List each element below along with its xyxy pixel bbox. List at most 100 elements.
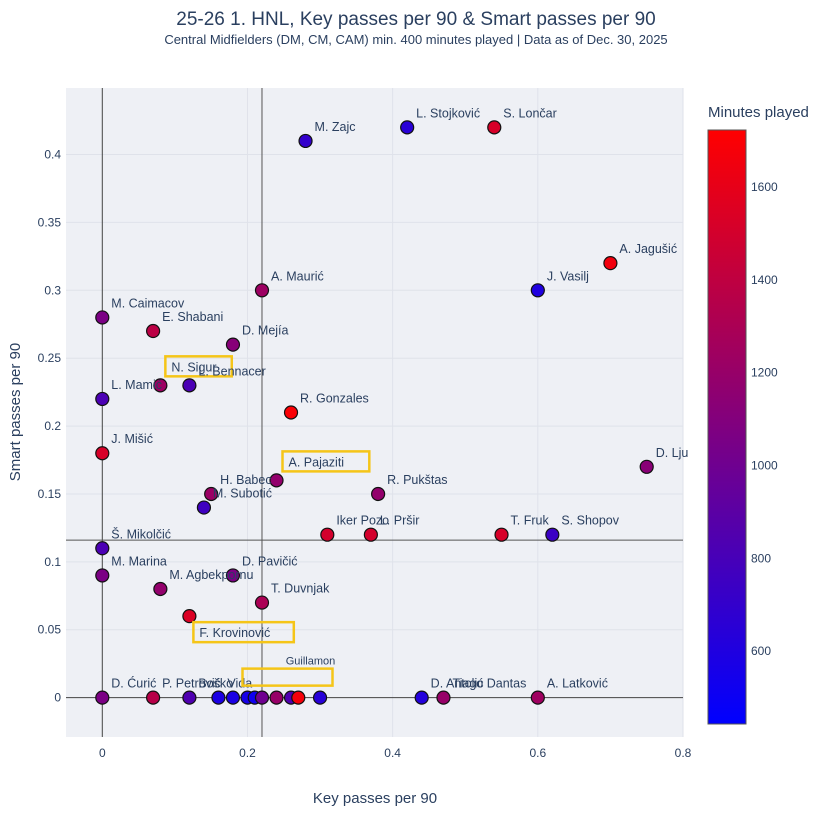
y-tick-label: 0.15	[38, 487, 62, 501]
highlight-label: Guillamon	[286, 656, 336, 668]
point-label: S. Lončar	[503, 106, 557, 120]
data-point	[291, 690, 306, 705]
data-point	[283, 405, 299, 420]
point-label: M. Subotić	[213, 487, 272, 501]
point-label: D. Antolić	[431, 677, 484, 691]
data-point	[254, 283, 270, 298]
data-point	[225, 690, 241, 705]
chart-title: 25-26 1. HNL, Key passes per 90 & Smart …	[176, 9, 656, 30]
data-point	[225, 337, 241, 352]
point-label: J. Vasilj	[547, 269, 589, 283]
data-point	[95, 310, 110, 325]
y-tick-label: 0.25	[38, 351, 62, 365]
x-tick-label: 0.4	[384, 746, 401, 760]
data-point	[225, 568, 241, 583]
point-label: E. Shabani	[162, 310, 223, 324]
data-point	[436, 690, 451, 705]
data-point	[95, 446, 110, 461]
y-tick-label: 0.1	[44, 555, 61, 569]
data-point	[204, 486, 219, 502]
data-point	[530, 283, 545, 298]
point-label: Boško	[198, 677, 233, 691]
data-point	[603, 256, 618, 271]
highlight-box	[164, 355, 234, 378]
highlight-label: F. Krovinović	[199, 626, 270, 640]
colorbar-tick-label: 1000	[751, 459, 778, 473]
data-point	[487, 120, 502, 135]
highlight-box	[281, 450, 371, 473]
point-label: R. Gonzales	[300, 392, 369, 406]
highlight-box	[192, 620, 296, 644]
point-label: D. Mejía	[242, 324, 289, 338]
colorbar: Minutes played 600 800 1000 1200 1400 1600	[707, 104, 809, 725]
highlight-label: N. Sigur	[171, 360, 216, 374]
point-label: D. Ćurić	[111, 676, 156, 691]
colorbar-tick-label: 600	[751, 644, 771, 658]
data-point	[414, 690, 429, 705]
data-point	[254, 690, 270, 705]
highlight-label: A. Pajaziti	[289, 455, 345, 469]
x-tick-label: 0.6	[529, 746, 546, 760]
data-point	[269, 690, 284, 705]
data-point	[298, 133, 313, 149]
data-point	[182, 609, 197, 624]
point-label: D. Lju	[656, 446, 689, 460]
colorbar-tick-label: 1200	[751, 366, 778, 380]
data-point	[371, 486, 386, 502]
point-label: T. Duvnjak	[271, 582, 330, 596]
data-point	[312, 690, 328, 705]
colorbar-gradient	[707, 129, 747, 725]
data-point	[95, 690, 110, 705]
point-label: L. Mamić	[111, 378, 162, 392]
y-tick-label: 0.2	[44, 419, 61, 433]
chart-subtitle: Central Midfielders (DM, CM, CAM) min. 4…	[164, 32, 668, 47]
point-label: Vida	[227, 677, 252, 691]
data-point	[146, 323, 161, 339]
data-point	[95, 391, 110, 407]
data-point	[363, 527, 378, 542]
point-label: A. Jagušić	[619, 242, 677, 256]
data-point	[196, 500, 212, 515]
data-point	[254, 595, 270, 610]
data-point	[182, 378, 197, 393]
colorbar-tick-label: 800	[751, 551, 771, 565]
point-label: P. Petrović	[162, 677, 221, 691]
y-tick-label: 0.4	[44, 148, 61, 162]
y-tick-label: 0.3	[44, 283, 61, 297]
point-label: M. Zajc	[315, 120, 356, 134]
x-tick-label: 0.8	[675, 746, 692, 760]
data-point	[269, 473, 284, 488]
point-label: A. Latković	[547, 677, 608, 691]
point-label: H. Babec	[220, 473, 271, 487]
data-point	[639, 459, 654, 474]
data-point	[211, 690, 226, 705]
point-label: T. Fruk	[511, 514, 550, 528]
highlight-box	[241, 667, 334, 687]
point-label: A. Maurić	[271, 269, 324, 283]
point-label: L. Stojković	[416, 106, 480, 120]
x-axis-title: Key passes per 90	[313, 790, 437, 807]
point-label: J. Mišić	[111, 432, 153, 446]
point-label: R. Pukštas	[387, 473, 447, 487]
data-point	[153, 581, 168, 597]
y-tick-label: 0.05	[38, 623, 62, 637]
y-axis-title: Smart passes per 90	[7, 343, 24, 481]
colorbar-tick-label: 1400	[751, 273, 778, 287]
data-point	[320, 527, 335, 542]
point-label: Š. Mikolčić	[111, 526, 171, 541]
data-point	[545, 527, 560, 542]
y-tick-label: 0.35	[38, 215, 62, 229]
point-label: M. Agbekpornu	[169, 568, 253, 582]
point-label: M. Marina	[111, 554, 167, 568]
data-point	[494, 527, 509, 542]
x-tick-label: 0.2	[239, 746, 256, 760]
data-point	[95, 541, 110, 556]
data-point	[530, 690, 545, 705]
data-point	[95, 568, 110, 583]
colorbar-tick-label: 1600	[751, 180, 778, 194]
point-label: S. Shopov	[561, 514, 619, 528]
point-label: D. Pavičić	[242, 554, 298, 568]
point-label: L. Pršir	[380, 514, 420, 528]
point-label: L. Bennacer	[198, 364, 265, 378]
